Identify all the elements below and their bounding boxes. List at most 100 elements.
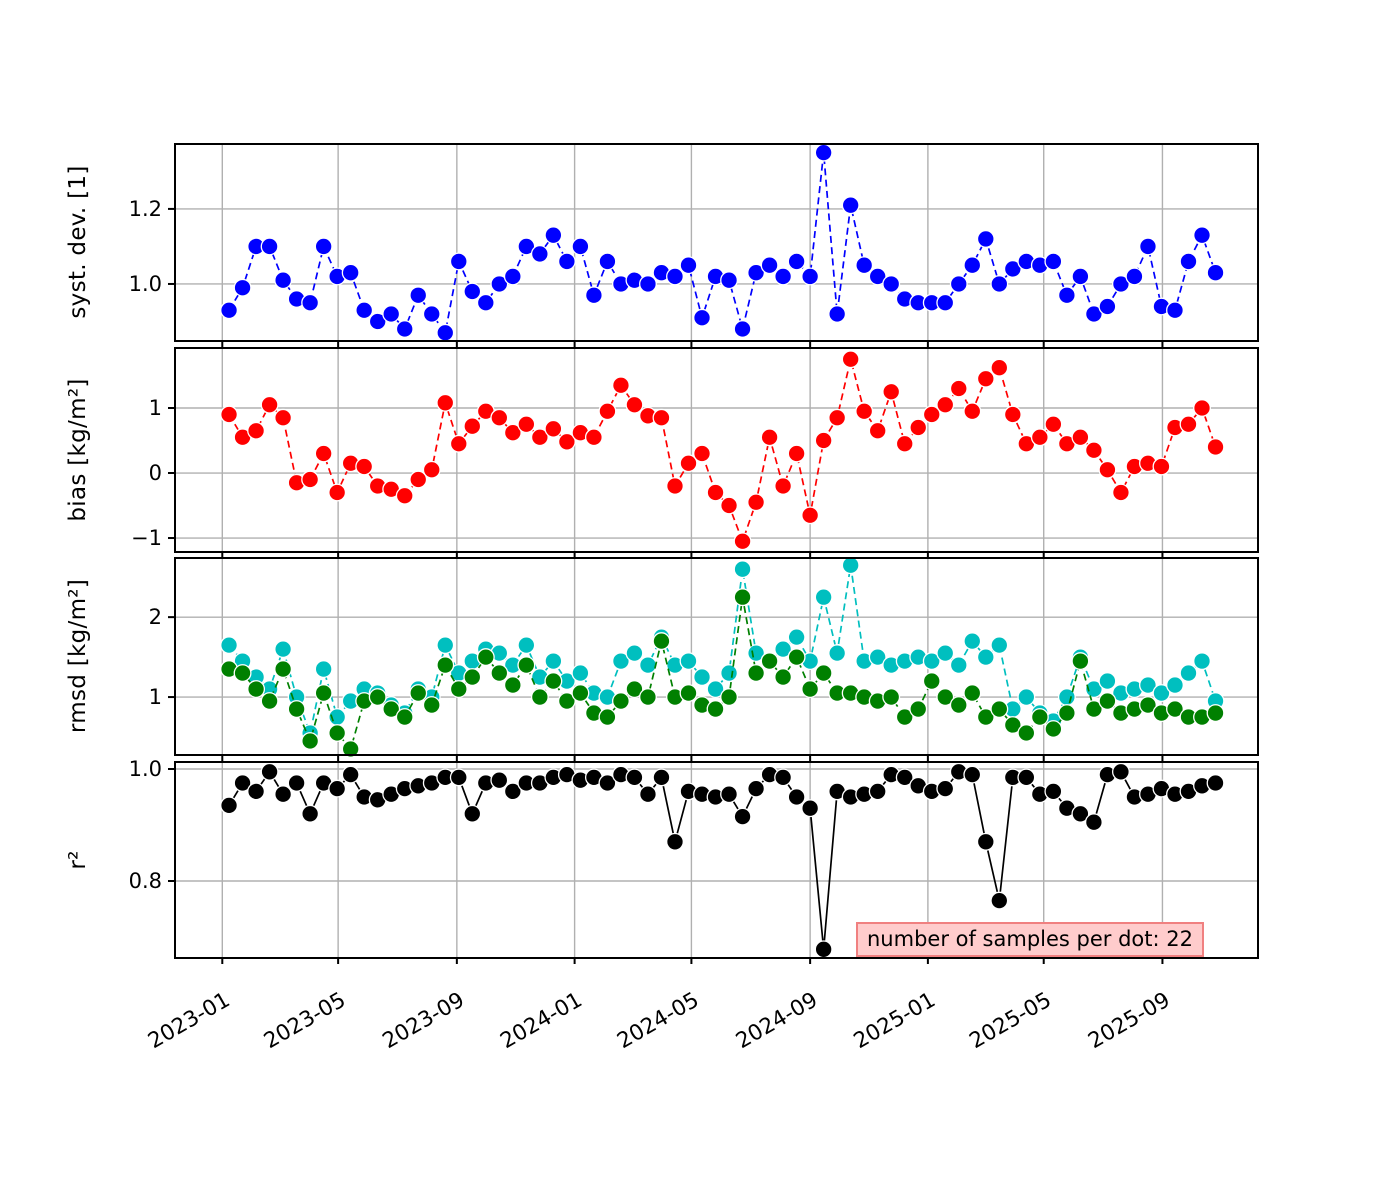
data-point <box>639 275 657 293</box>
x-tick-label: 2023-05 <box>260 988 350 1055</box>
x-tick-label: 2025-01 <box>850 988 940 1055</box>
data-point <box>301 732 320 750</box>
data-point <box>517 656 536 675</box>
data-point <box>639 688 657 707</box>
data-point <box>449 434 468 453</box>
data-point <box>733 807 752 826</box>
data-point <box>625 680 644 699</box>
data-point <box>571 237 590 256</box>
data-point <box>355 457 374 476</box>
data-point <box>801 680 820 699</box>
data-point <box>463 417 482 436</box>
data-point <box>1098 297 1117 316</box>
data-point <box>841 556 860 575</box>
data-point <box>787 252 806 271</box>
data-point <box>922 405 941 424</box>
data-point <box>328 779 347 798</box>
data-point <box>747 493 766 512</box>
data-point <box>409 286 428 305</box>
y-axis-label-syst-dev: syst. dev. [1] <box>65 165 91 319</box>
data-point <box>557 432 576 451</box>
data-point <box>1125 267 1144 286</box>
y-tick-label: 1.0 <box>129 272 162 296</box>
data-point <box>990 636 1009 655</box>
data-point <box>868 648 887 667</box>
data-point <box>544 652 563 671</box>
data-point <box>260 692 279 711</box>
data-point <box>990 891 1009 910</box>
subplot-spine <box>174 347 1259 553</box>
data-point <box>1166 301 1184 320</box>
data-point <box>666 832 684 851</box>
data-point <box>801 506 820 525</box>
data-point <box>503 676 522 695</box>
data-point <box>1017 724 1036 742</box>
data-point <box>760 652 779 671</box>
data-point <box>1071 428 1090 447</box>
data-point <box>1179 252 1198 271</box>
data-point <box>922 672 941 691</box>
data-point <box>274 640 293 659</box>
data-point <box>652 632 671 651</box>
data-point <box>639 656 657 675</box>
data-point <box>584 428 603 447</box>
data-point <box>490 275 509 293</box>
data-point <box>1084 700 1103 718</box>
data-point <box>720 496 738 515</box>
series-line <box>228 359 1217 544</box>
data-point <box>274 785 293 804</box>
data-point <box>233 774 252 792</box>
data-point <box>814 940 833 959</box>
data-point <box>247 680 266 699</box>
y-tick-label: 1 <box>149 685 162 709</box>
y-tick-label: 2 <box>149 605 162 629</box>
data-point <box>882 275 901 293</box>
x-tick-label: 2024-01 <box>496 988 586 1055</box>
data-point <box>814 664 833 683</box>
data-point <box>409 684 428 703</box>
data-point <box>233 664 252 683</box>
data-point <box>314 684 333 703</box>
data-point <box>1017 768 1036 787</box>
data-point <box>747 263 766 282</box>
data-point <box>571 684 590 703</box>
data-point <box>490 771 509 790</box>
data-point <box>760 256 779 275</box>
y-axis-label-bias: bias [kg/m²] <box>65 378 91 522</box>
data-point <box>774 640 793 659</box>
data-point <box>679 652 698 671</box>
data-point <box>382 305 401 323</box>
data-point <box>1206 774 1225 792</box>
data-point <box>274 408 293 427</box>
data-point <box>449 768 468 787</box>
data-point <box>895 434 914 453</box>
data-point <box>598 402 617 421</box>
data-point <box>801 799 820 818</box>
data-point <box>733 588 752 607</box>
y-tick-label: 0.8 <box>129 869 162 893</box>
data-point <box>1044 415 1063 434</box>
data-point <box>247 421 266 440</box>
data-point <box>1071 652 1090 671</box>
y-tick-label: 1 <box>149 396 162 420</box>
data-point <box>220 796 239 815</box>
data-point <box>949 379 968 398</box>
data-point <box>693 444 711 463</box>
data-point <box>1098 672 1117 691</box>
data-point <box>260 762 279 781</box>
data-point <box>1139 696 1157 715</box>
data-point <box>422 460 441 479</box>
data-point <box>679 684 698 703</box>
data-point <box>882 688 901 707</box>
data-point <box>855 256 874 275</box>
data-point <box>720 271 738 290</box>
data-point <box>463 804 482 823</box>
data-point <box>436 636 455 655</box>
data-point <box>801 267 820 286</box>
data-point <box>395 320 414 338</box>
data-point <box>895 768 914 787</box>
data-point <box>260 237 279 256</box>
data-point <box>490 408 509 427</box>
data-point <box>936 688 955 707</box>
